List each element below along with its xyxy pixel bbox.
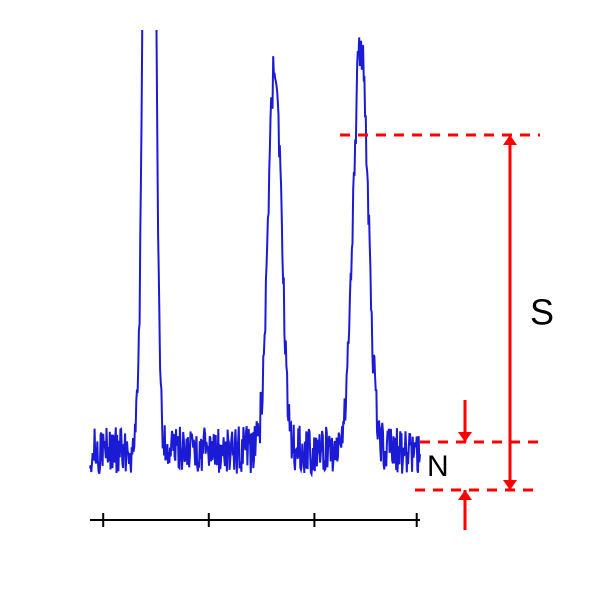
noise-label: N	[427, 450, 449, 483]
signal-noise-chromatogram: SN	[0, 0, 600, 600]
signal-label: S	[530, 292, 554, 333]
